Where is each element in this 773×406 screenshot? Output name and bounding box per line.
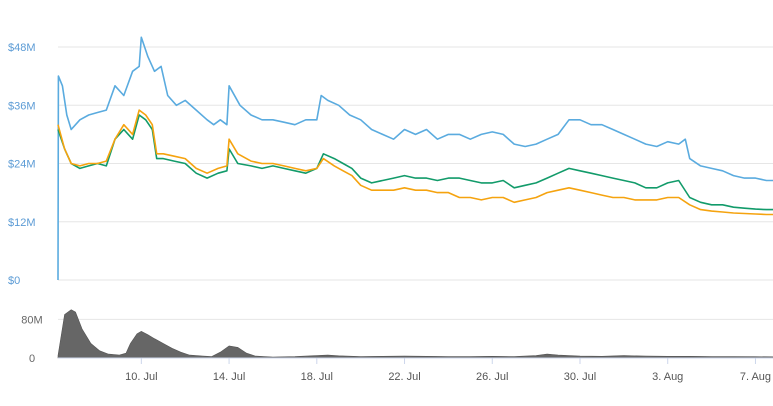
series-line-1	[57, 36, 773, 281]
series-line-2	[57, 114, 773, 211]
volume-y-tick-label: 80M	[21, 314, 42, 326]
x-tick-label: 10. Jul	[125, 371, 157, 383]
volume-y-tick-label: 0	[29, 353, 35, 365]
y-tick-label: $36M	[8, 100, 36, 112]
main-series	[57, 36, 773, 281]
x-tick-label: 18. Jul	[301, 371, 333, 383]
x-tick-label: 26. Jul	[476, 371, 508, 383]
x-tick-label: 30. Jul	[564, 371, 596, 383]
x-tick-label: 14. Jul	[213, 371, 245, 383]
y-tick-label: $48M	[8, 42, 36, 54]
main-y-ticks: $0 $12M $24M $36M $48M	[8, 42, 36, 287]
volume-area	[57, 309, 773, 359]
x-tick-label: 22. Jul	[388, 371, 420, 383]
y-tick-label: $24M	[8, 159, 36, 171]
series-line-3	[57, 109, 773, 216]
x-axis: 10. Jul 14. Jul 18. Jul 22. Jul 26. Jul 30. J…	[58, 357, 773, 383]
x-tick-label: 3. Aug	[652, 371, 683, 383]
y-tick-label: $12M	[8, 217, 36, 229]
x-tick-label: 7. Aug	[740, 371, 771, 383]
y-tick-label: $0	[8, 275, 20, 287]
